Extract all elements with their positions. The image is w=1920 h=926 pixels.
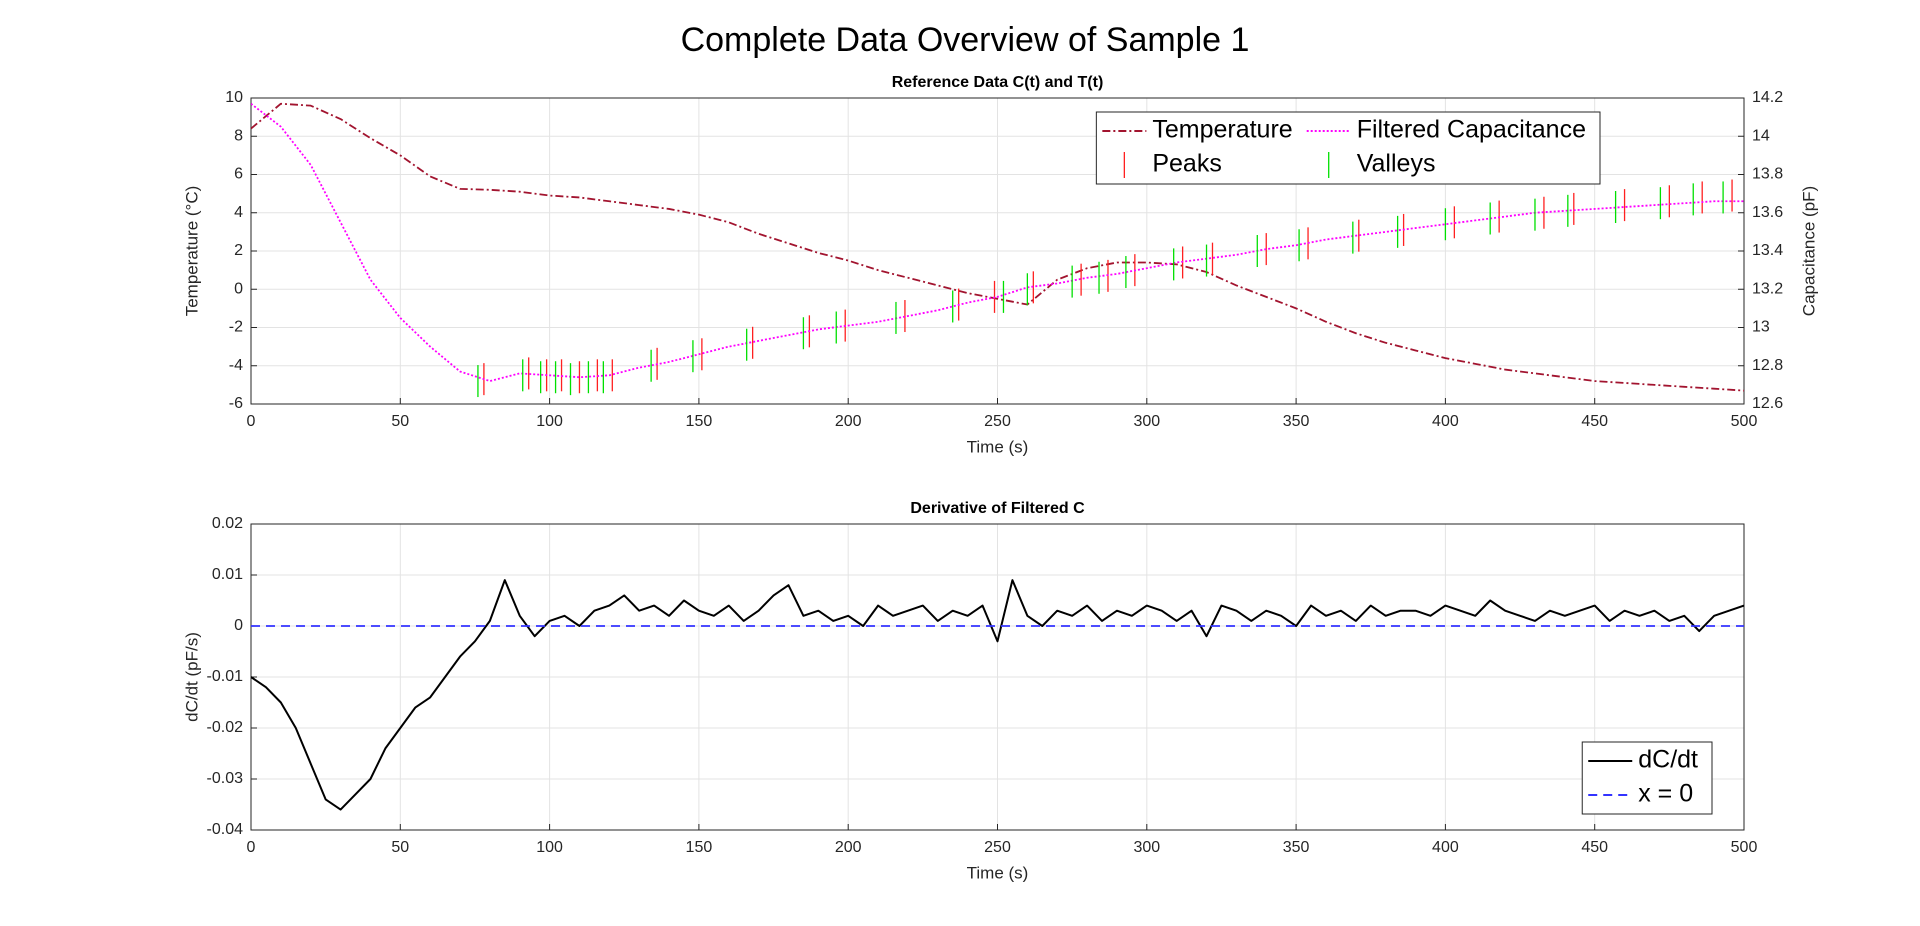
x-tick-label: 250 <box>984 413 1011 430</box>
series-line <box>251 579 1744 811</box>
y-tick-label: -0.03 <box>207 770 244 787</box>
y-tick-label: 10 <box>225 89 243 106</box>
y2-tick-label: 12.6 <box>1752 395 1783 412</box>
y2-tick-label: 13.2 <box>1752 280 1783 297</box>
y-tick-label: 2 <box>234 242 243 259</box>
legend-box <box>1581 741 1713 815</box>
y-tick-label: -0.04 <box>207 821 244 838</box>
y2-tick-label: 13 <box>1752 319 1770 336</box>
x-tick-label: 400 <box>1432 413 1459 430</box>
y-tick-label: 8 <box>234 127 243 144</box>
y-tick-label: 6 <box>234 166 243 183</box>
plot-layer <box>251 102 1744 398</box>
legend-label: Valleys <box>1357 150 1436 178</box>
y-tick-label: -4 <box>229 357 243 374</box>
plot-layer <box>251 579 1744 811</box>
x-tick-label: 350 <box>1283 413 1310 430</box>
axes-box <box>250 97 1745 405</box>
y-tick-label: -2 <box>229 319 243 336</box>
x-tick-label: 0 <box>247 839 256 856</box>
x-tick-label: 500 <box>1731 413 1758 430</box>
x-tick-label: 200 <box>835 413 862 430</box>
y-tick-label: -0.01 <box>207 668 244 685</box>
y2-tick-label: 13.6 <box>1752 204 1783 221</box>
legend-label: dC/dt <box>1638 746 1698 774</box>
x-tick-label: 250 <box>984 839 1011 856</box>
legend-box <box>1095 111 1601 185</box>
x-tick-label: 400 <box>1432 839 1459 856</box>
y2-tick-label: 14 <box>1752 127 1770 144</box>
y2-tick-label: 14.2 <box>1752 89 1783 106</box>
legend-label: Temperature <box>1152 116 1292 144</box>
legend-label: x = 0 <box>1638 780 1693 808</box>
y-tick-label: -0.02 <box>207 719 244 736</box>
y2-axis-label: Capacitance (pF) <box>1799 186 1818 316</box>
x-tick-label: 500 <box>1731 839 1758 856</box>
x-tick-label: 100 <box>536 413 563 430</box>
x-tick-label: 100 <box>536 839 563 856</box>
y-tick-label: 0.01 <box>212 566 243 583</box>
y-tick-label: -6 <box>229 395 243 412</box>
axes-title: Derivative of Filtered C <box>910 500 1085 517</box>
x-tick-label: 50 <box>391 839 409 856</box>
x-tick-label: 300 <box>1133 839 1160 856</box>
legend-label: Filtered Capacitance <box>1357 116 1586 144</box>
y-tick-label: 4 <box>234 204 243 221</box>
legend: Temperature Peaks Filtered Capacitance Vall… <box>1095 111 1601 185</box>
x-tick-label: 50 <box>391 413 409 430</box>
x-axis-label: Time (s) <box>967 437 1029 456</box>
y-axis-label: dC/dt (pF/s) <box>182 632 201 722</box>
series-line <box>251 103 1744 382</box>
x-tick-label: 450 <box>1581 839 1608 856</box>
y-axis-label: Temperature (°C) <box>182 186 201 317</box>
x-axis-label: Time (s) <box>967 863 1029 882</box>
y2-tick-label: 13.8 <box>1752 166 1783 183</box>
x-tick-label: 150 <box>686 413 713 430</box>
y2-tick-label: 12.8 <box>1752 357 1783 374</box>
x-tick-label: 200 <box>835 839 862 856</box>
x-tick-label: 450 <box>1581 413 1608 430</box>
axes-title: Reference Data C(t) and T(t) <box>892 74 1104 91</box>
y-tick-label: 0 <box>234 280 243 297</box>
x-tick-label: 150 <box>686 839 713 856</box>
y2-tick-label: 13.4 <box>1752 242 1783 259</box>
x-tick-label: 0 <box>247 413 256 430</box>
y-tick-label: 0.02 <box>212 515 243 532</box>
legend: dC/dt x = 0 <box>1581 741 1713 815</box>
x-tick-label: 350 <box>1283 839 1310 856</box>
y-tick-label: 0 <box>234 617 243 634</box>
legend-label: Peaks <box>1152 150 1221 178</box>
figure-title: Complete Data Overview of Sample 1 <box>681 21 1250 59</box>
series-line <box>251 102 1744 392</box>
x-tick-label: 300 <box>1133 413 1160 430</box>
